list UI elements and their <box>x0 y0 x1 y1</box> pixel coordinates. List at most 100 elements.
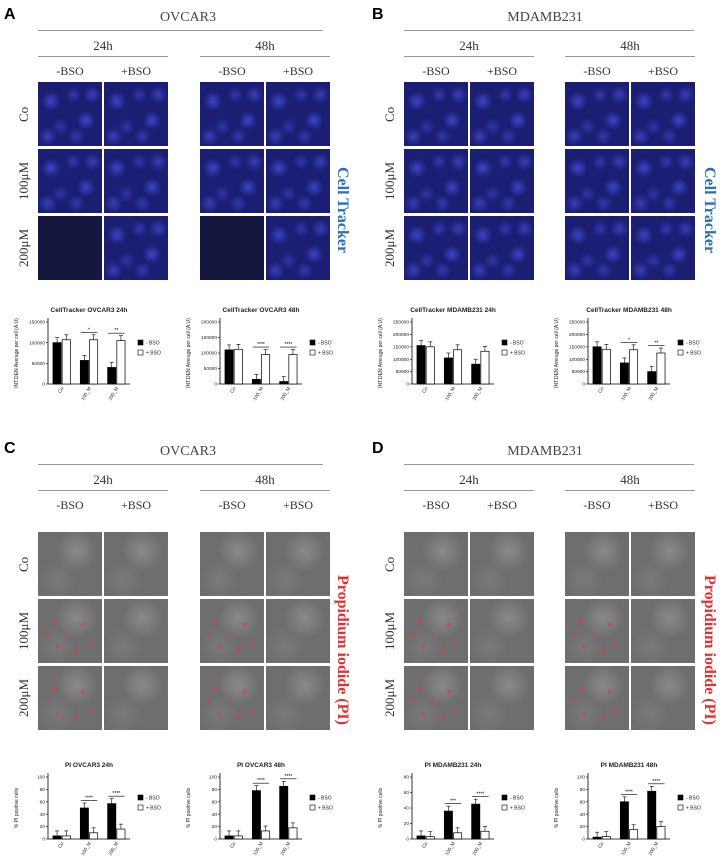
micrograph <box>200 82 264 146</box>
row-label: Co <box>16 556 31 572</box>
bar <box>79 360 89 385</box>
time-rule <box>200 56 330 57</box>
panel-label-d: D <box>372 440 384 457</box>
cell-line-name: OVCAR3 <box>159 10 216 25</box>
legend-label: - BSO <box>686 341 700 347</box>
x-tick-label: Co <box>57 386 65 395</box>
y-tick-label: 250000 <box>569 320 585 326</box>
micrograph <box>404 666 468 730</box>
significance-label: ** <box>654 341 658 347</box>
time-rule <box>404 56 534 57</box>
micrograph <box>565 666 629 730</box>
bar <box>592 346 602 385</box>
micrograph <box>38 532 102 596</box>
micrograph <box>631 532 695 596</box>
legend-swatch-minus <box>309 794 316 801</box>
y-tick-label: 0 <box>582 837 585 843</box>
bar <box>233 835 243 840</box>
legend-swatch-plus <box>137 349 144 356</box>
micrograph <box>38 666 102 730</box>
row-label: 200μM <box>382 228 397 268</box>
significance-label: **** <box>85 796 93 802</box>
y-tick-label: 60 <box>404 790 410 796</box>
row-label: 100μM <box>16 161 31 201</box>
micrograph <box>38 82 102 146</box>
panel-label-c: C <box>4 440 16 457</box>
bar <box>89 339 99 385</box>
row-label: 100μM <box>16 611 31 651</box>
significance-label: * <box>628 337 630 343</box>
y-tick-label: 250000 <box>393 320 409 326</box>
row-label: 200μM <box>382 678 397 718</box>
micrograph <box>470 149 534 213</box>
legend-swatch-minus <box>137 794 144 801</box>
bar <box>619 362 629 385</box>
bar <box>61 835 71 840</box>
legend-label: - BSO <box>146 341 160 347</box>
title-rule <box>404 464 694 465</box>
y-tick-label: 150000 <box>29 320 45 326</box>
micrograph <box>104 599 168 663</box>
y-tick-label: 40 <box>580 812 586 818</box>
time-rule <box>38 56 168 57</box>
x-tick-label: Co <box>421 841 429 850</box>
y-tick-label: 20 <box>580 824 586 830</box>
stain-label: Propidium iodide (PI) <box>334 575 351 725</box>
time-rule <box>404 490 534 491</box>
x-tick-label: 100_M <box>444 841 457 857</box>
significance-label: *** <box>450 799 456 805</box>
condition-label: +BSO <box>486 498 518 512</box>
legend-swatch-minus <box>309 339 316 346</box>
time-label: 48h <box>255 38 275 53</box>
y-axis-label: % PI positive cells <box>14 787 20 828</box>
y-axis-label: INT.DEN Average per cell (A.U) <box>186 318 192 388</box>
condition-label: +BSO <box>282 64 314 78</box>
bar <box>629 829 639 840</box>
micrograph <box>470 532 534 596</box>
bar <box>61 339 71 385</box>
bar <box>116 340 126 385</box>
row-label: Co <box>382 556 397 572</box>
y-tick-label: 50000 <box>32 361 46 367</box>
bar <box>471 803 481 840</box>
bar <box>425 836 435 840</box>
y-tick-label: 20 <box>404 821 410 827</box>
y-tick-label: 100000 <box>393 357 409 363</box>
time-label: 24h <box>93 472 113 487</box>
condition-label: +BSO <box>647 498 679 512</box>
micrograph <box>104 82 168 146</box>
row-label: 100μM <box>382 161 397 201</box>
micrograph <box>565 82 629 146</box>
cell-line-name: MDAMB231 <box>507 10 583 25</box>
micrograph <box>404 532 468 596</box>
bar <box>480 350 490 385</box>
x-tick-label: Co <box>597 386 605 395</box>
x-tick-label: Co <box>229 841 237 850</box>
y-tick-label: 80 <box>212 787 218 793</box>
condition-label: -BSO <box>583 64 611 78</box>
title-rule <box>404 30 694 31</box>
micrograph <box>200 599 264 663</box>
significance-label: **** <box>652 779 660 785</box>
y-tick-label: 80 <box>40 787 46 793</box>
bar <box>425 346 435 385</box>
micrograph <box>470 666 534 730</box>
y-tick-label: 100 <box>209 775 217 781</box>
significance-label: ** <box>114 328 118 334</box>
row-label: 200μM <box>16 228 31 268</box>
bar <box>52 342 62 385</box>
time-rule <box>565 490 695 491</box>
y-tick-label: 20 <box>40 824 46 830</box>
legend-swatch-plus <box>677 804 684 811</box>
cell-line-name: MDAMB231 <box>507 444 583 459</box>
y-tick-label: 100 <box>37 775 45 781</box>
micrograph <box>104 216 168 280</box>
micrograph <box>200 216 264 280</box>
stain-label: Propidium iodide (PI) <box>701 575 718 725</box>
bar <box>279 785 289 840</box>
x-tick-label: 200_M <box>648 386 661 402</box>
x-tick-label: 200_M <box>280 841 293 857</box>
chart-title: CellTracker OVCAR3 24h <box>51 307 128 314</box>
legend-label: + BSO <box>146 351 161 357</box>
legend-label: + BSO <box>686 806 701 812</box>
